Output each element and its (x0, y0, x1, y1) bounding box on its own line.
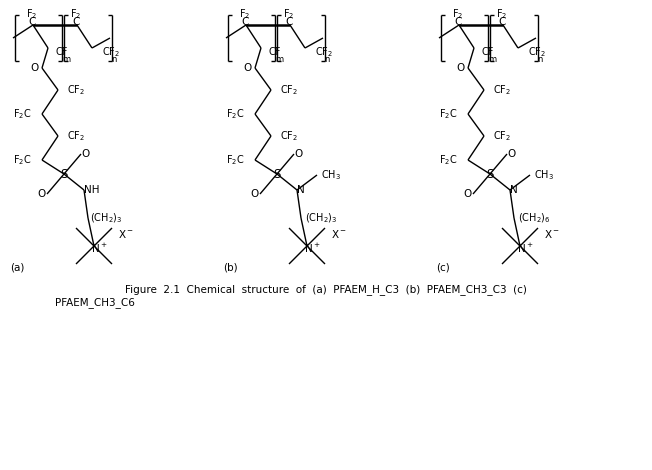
Text: F$_2$: F$_2$ (496, 7, 508, 21)
Text: (a): (a) (10, 263, 24, 273)
Text: N$^+$: N$^+$ (91, 242, 108, 255)
Text: F$_2$C: F$_2$C (14, 153, 32, 167)
Text: CH$_3$: CH$_3$ (321, 168, 341, 182)
Text: O: O (251, 189, 259, 199)
Text: F$_2$: F$_2$ (239, 7, 250, 21)
Text: O: O (38, 189, 46, 199)
Text: N: N (510, 185, 518, 195)
Text: F$_2$: F$_2$ (26, 7, 38, 21)
Text: (CH$_2$)$_{3}$: (CH$_2$)$_{3}$ (305, 211, 337, 225)
Text: PFAEM_CH3_C6: PFAEM_CH3_C6 (55, 298, 135, 308)
Text: CH$_3$: CH$_3$ (534, 168, 554, 182)
Text: Figure  2.1  Chemical  structure  of  (a)  PFAEM_H_C3  (b)  PFAEM_CH3_C3  (c): Figure 2.1 Chemical structure of (a) PFA… (125, 284, 527, 296)
Text: m: m (275, 55, 283, 63)
Text: CF$_2$: CF$_2$ (493, 129, 511, 143)
Text: n: n (111, 55, 117, 63)
Text: (CH$_2$)$_3$: (CH$_2$)$_3$ (90, 211, 122, 225)
Text: NH: NH (84, 185, 100, 195)
Text: CF$_2$: CF$_2$ (67, 83, 85, 97)
Text: O: O (244, 63, 252, 73)
Text: C: C (286, 17, 293, 27)
Text: F$_2$C: F$_2$C (439, 153, 458, 167)
Text: F$_2$C: F$_2$C (226, 153, 245, 167)
Text: S: S (273, 167, 281, 180)
Text: C: C (28, 17, 36, 27)
Text: (b): (b) (223, 263, 237, 273)
Text: F$_2$C: F$_2$C (14, 107, 32, 121)
Text: F$_2$: F$_2$ (70, 7, 82, 21)
Text: O: O (295, 149, 303, 159)
Text: X$^-$: X$^-$ (544, 228, 560, 240)
Text: (c): (c) (436, 263, 450, 273)
Text: N: N (297, 185, 305, 195)
Text: CF$_2$: CF$_2$ (528, 45, 546, 59)
Text: m: m (488, 55, 496, 63)
Text: C: C (498, 17, 506, 27)
Text: CF$_2$: CF$_2$ (493, 83, 511, 97)
Text: S: S (61, 167, 68, 180)
Text: (CH$_2$)$_{6}$: (CH$_2$)$_{6}$ (518, 211, 550, 225)
Text: CF: CF (56, 47, 68, 57)
Text: CF$_2$: CF$_2$ (67, 129, 85, 143)
Text: C: C (454, 17, 462, 27)
Text: N$^+$: N$^+$ (516, 242, 533, 255)
Text: O: O (464, 189, 472, 199)
Text: N$^+$: N$^+$ (304, 242, 320, 255)
Text: O: O (31, 63, 39, 73)
Text: O: O (508, 149, 516, 159)
Text: C: C (72, 17, 80, 27)
Text: S: S (486, 167, 494, 180)
Text: F$_2$: F$_2$ (452, 7, 464, 21)
Text: O: O (457, 63, 465, 73)
Text: CF$_2$: CF$_2$ (280, 129, 298, 143)
Text: F$_2$C: F$_2$C (439, 107, 458, 121)
Text: n: n (537, 55, 542, 63)
Text: C: C (241, 17, 248, 27)
Text: CF$_2$: CF$_2$ (102, 45, 120, 59)
Text: CF$_2$: CF$_2$ (280, 83, 298, 97)
Text: m: m (62, 55, 70, 63)
Text: F$_2$C: F$_2$C (226, 107, 245, 121)
Text: X$^-$: X$^-$ (118, 228, 134, 240)
Text: n: n (324, 55, 330, 63)
Text: X$^-$: X$^-$ (331, 228, 347, 240)
Text: F$_2$: F$_2$ (284, 7, 295, 21)
Text: CF: CF (482, 47, 494, 57)
Text: CF: CF (269, 47, 282, 57)
Text: CF$_2$: CF$_2$ (315, 45, 333, 59)
Text: O: O (82, 149, 90, 159)
